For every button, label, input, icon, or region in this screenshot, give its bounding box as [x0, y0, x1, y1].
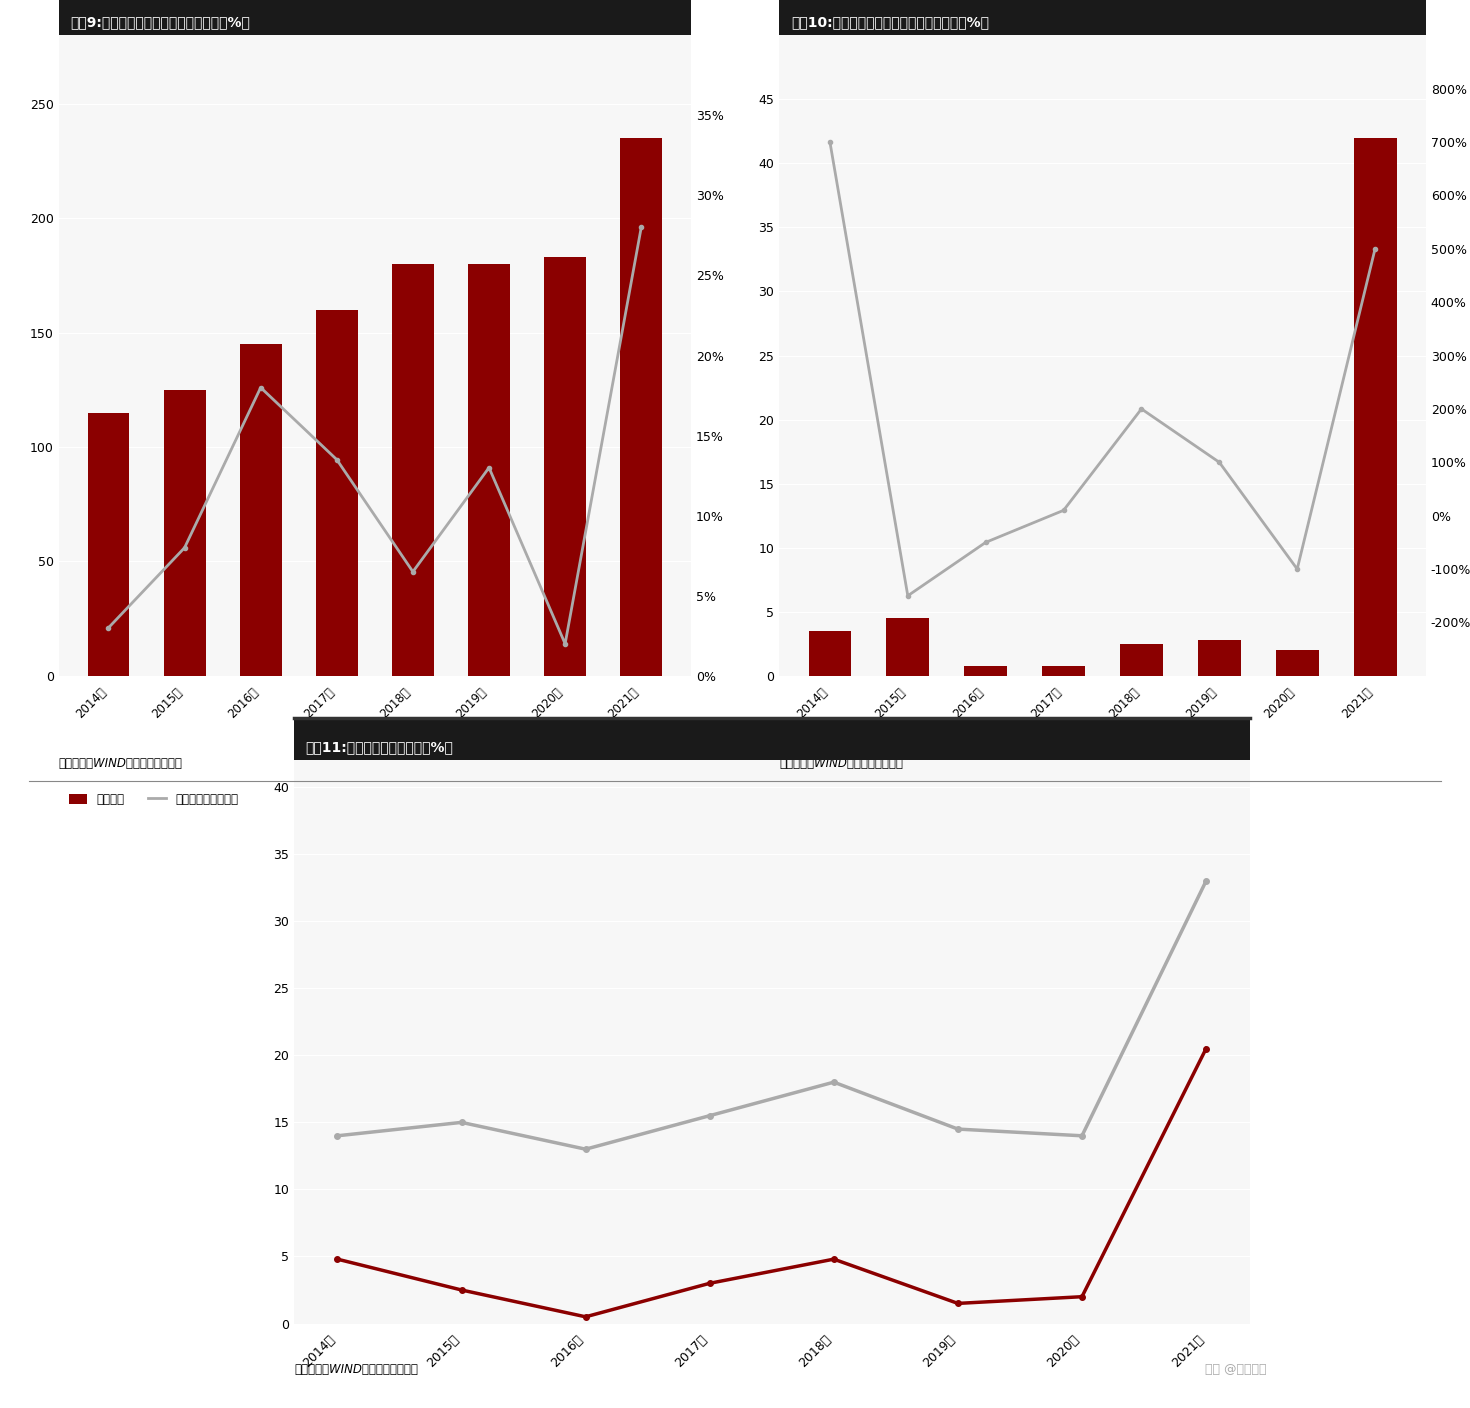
- Bar: [392, 265, 434, 676]
- Bar: [240, 344, 282, 676]
- Bar: [316, 310, 357, 676]
- Bar: [1042, 666, 1085, 676]
- Text: 资料来源：WIND，万联证券研究所: 资料来源：WIND，万联证券研究所: [294, 1363, 417, 1376]
- Bar: [1120, 643, 1163, 676]
- Text: 头条 @远瞻智库: 头条 @远瞻智库: [1205, 1363, 1267, 1376]
- Text: 资料来源：WIND，万联证券研究所: 资料来源：WIND，万联证券研究所: [59, 758, 182, 770]
- Legend: 归属于母公司所有者的净利润, 归属于母公司所有者的净利润同比增速: 归属于母公司所有者的净利润, 归属于母公司所有者的净利润同比增速: [785, 796, 941, 836]
- Bar: [1198, 641, 1241, 676]
- Text: 图表9:营业收入（亿元）及同比增长率（%）: 图表9:营业收入（亿元）及同比增长率（%）: [71, 15, 250, 30]
- Bar: [163, 390, 206, 676]
- Bar: [544, 258, 587, 676]
- Text: 图表10:归母净利润（亿元）及同比增长率（%）: 图表10:归母净利润（亿元）及同比增长率（%）: [791, 15, 989, 30]
- Bar: [88, 413, 129, 676]
- Bar: [620, 138, 662, 676]
- Text: 图表11:销售毛利率及净利率（%）: 图表11:销售毛利率及净利率（%）: [306, 741, 454, 755]
- Bar: [809, 631, 851, 676]
- Text: 资料来源：WIND，万联证券研究所: 资料来源：WIND，万联证券研究所: [779, 758, 903, 770]
- Bar: [886, 618, 929, 676]
- Bar: [964, 666, 1007, 676]
- Bar: [1354, 138, 1396, 676]
- Bar: [1276, 650, 1319, 676]
- Bar: [467, 265, 510, 676]
- Legend: 营业收入, 营业收入同比增长率: 营业收入, 营业收入同比增长率: [65, 788, 243, 811]
